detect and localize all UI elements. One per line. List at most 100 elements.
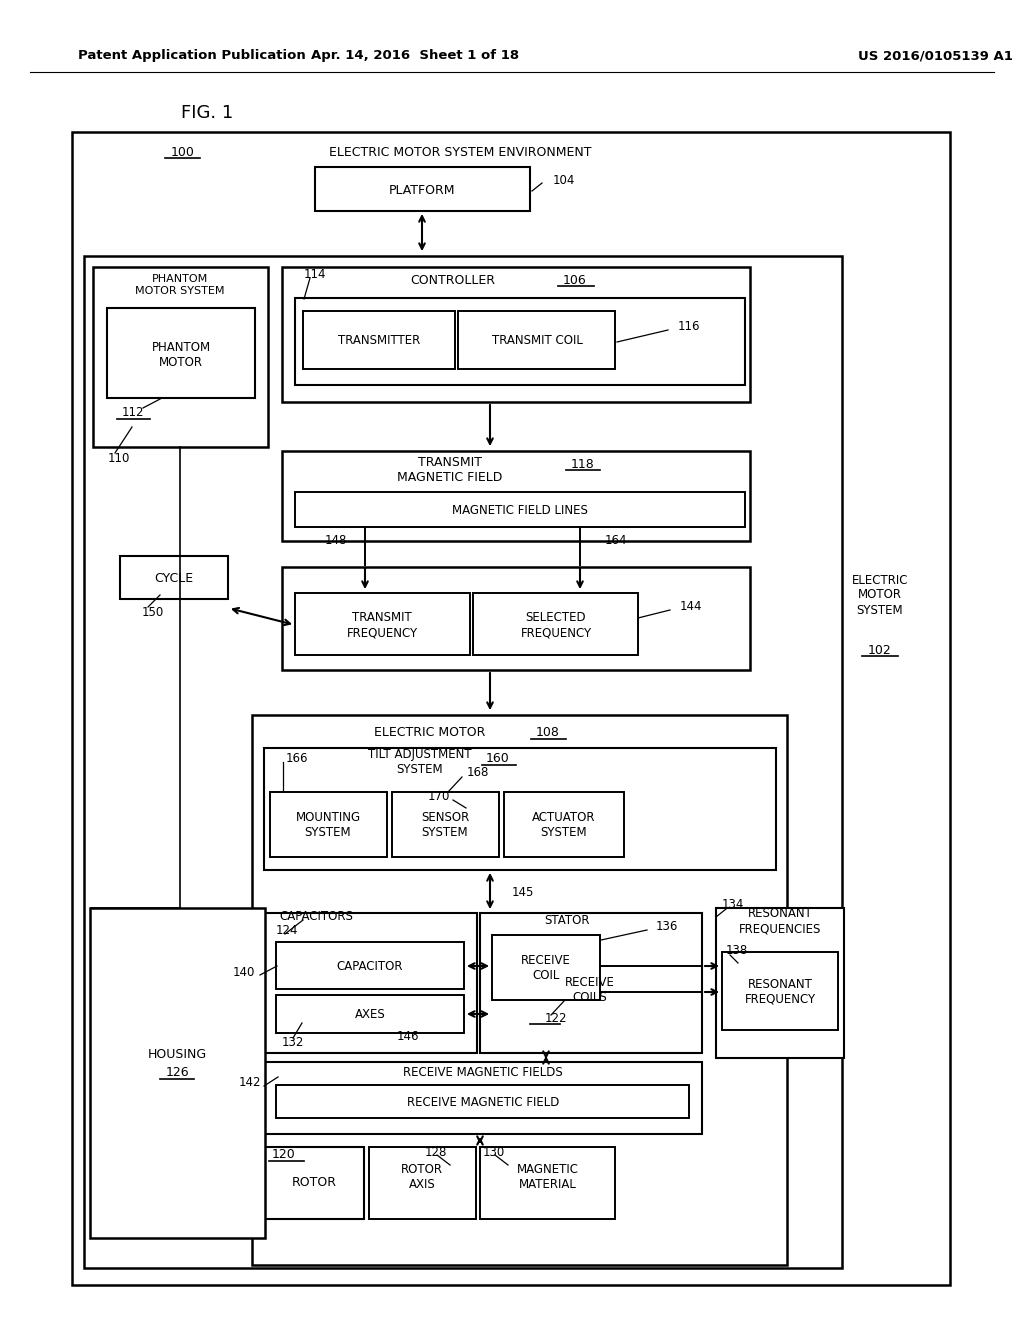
Text: 164: 164 bbox=[605, 533, 628, 546]
Bar bbox=[93, 267, 268, 447]
Text: 116: 116 bbox=[678, 321, 700, 334]
Bar bbox=[282, 451, 750, 541]
Bar bbox=[492, 935, 600, 1001]
Bar bbox=[120, 556, 228, 599]
Text: PHANTOM
MOTOR: PHANTOM MOTOR bbox=[152, 341, 211, 370]
Bar bbox=[282, 267, 750, 403]
Bar bbox=[303, 312, 455, 370]
Text: RECEIVE
COILS: RECEIVE COILS bbox=[565, 975, 615, 1005]
Bar bbox=[90, 908, 265, 1238]
Text: ELECTRIC
MOTOR
SYSTEM: ELECTRIC MOTOR SYSTEM bbox=[852, 573, 908, 616]
Text: 150: 150 bbox=[142, 606, 164, 619]
Text: STATOR: STATOR bbox=[544, 915, 590, 928]
Bar bbox=[295, 298, 745, 385]
Bar bbox=[252, 715, 787, 1265]
Text: 124: 124 bbox=[276, 924, 299, 936]
Text: ROTOR
AXIS: ROTOR AXIS bbox=[401, 1163, 443, 1191]
Text: SENSOR
SYSTEM: SENSOR SYSTEM bbox=[421, 810, 469, 840]
Text: MAGNETIC
MATERIAL: MAGNETIC MATERIAL bbox=[517, 1163, 579, 1191]
Text: 160: 160 bbox=[486, 752, 510, 766]
Text: RESONANT
FREQUENCIES: RESONANT FREQUENCIES bbox=[738, 907, 821, 935]
Text: 100: 100 bbox=[171, 145, 195, 158]
Text: MOUNTING
SYSTEM: MOUNTING SYSTEM bbox=[296, 810, 360, 840]
Text: 168: 168 bbox=[467, 767, 489, 780]
Text: 118: 118 bbox=[571, 458, 595, 470]
Bar bbox=[282, 568, 750, 671]
Text: TILT ADJUSTMENT
SYSTEM: TILT ADJUSTMENT SYSTEM bbox=[369, 748, 472, 776]
Bar bbox=[270, 792, 387, 857]
Text: Patent Application Publication: Patent Application Publication bbox=[78, 49, 306, 62]
Bar bbox=[369, 1147, 476, 1218]
Bar bbox=[473, 593, 638, 655]
Text: CONTROLLER: CONTROLLER bbox=[411, 273, 496, 286]
Text: CAPACITORS: CAPACITORS bbox=[280, 911, 353, 924]
Bar bbox=[276, 995, 464, 1034]
Bar bbox=[264, 748, 776, 870]
Bar bbox=[392, 792, 499, 857]
Text: 122: 122 bbox=[545, 1012, 567, 1026]
Text: 144: 144 bbox=[680, 601, 702, 614]
Text: ELECTRIC MOTOR: ELECTRIC MOTOR bbox=[375, 726, 485, 739]
Text: ELECTRIC MOTOR SYSTEM ENVIRONMENT: ELECTRIC MOTOR SYSTEM ENVIRONMENT bbox=[329, 145, 591, 158]
Text: RECEIVE
COIL: RECEIVE COIL bbox=[521, 954, 571, 982]
Bar bbox=[722, 952, 838, 1030]
Text: 128: 128 bbox=[425, 1146, 447, 1159]
Text: 148: 148 bbox=[325, 533, 347, 546]
Text: CAPACITOR: CAPACITOR bbox=[337, 960, 403, 973]
Text: TRANSMITTER: TRANSMITTER bbox=[338, 334, 420, 347]
Text: RECEIVE MAGNETIC FIELD: RECEIVE MAGNETIC FIELD bbox=[407, 1096, 559, 1109]
Text: SELECTED
FREQUENCY: SELECTED FREQUENCY bbox=[520, 611, 592, 639]
Bar bbox=[480, 1147, 615, 1218]
Text: 108: 108 bbox=[536, 726, 560, 739]
Text: 146: 146 bbox=[397, 1031, 420, 1044]
Text: ROTOR: ROTOR bbox=[292, 1176, 337, 1188]
Text: 145: 145 bbox=[512, 886, 535, 899]
Text: PLATFORM: PLATFORM bbox=[389, 185, 456, 198]
Text: HOUSING: HOUSING bbox=[147, 1048, 207, 1061]
Text: CYCLE: CYCLE bbox=[155, 572, 194, 585]
Bar bbox=[276, 942, 464, 989]
Bar bbox=[295, 593, 470, 655]
Text: Apr. 14, 2016  Sheet 1 of 18: Apr. 14, 2016 Sheet 1 of 18 bbox=[311, 49, 519, 62]
Text: ACTUATOR
SYSTEM: ACTUATOR SYSTEM bbox=[532, 810, 596, 840]
Text: RESONANT
FREQUENCY: RESONANT FREQUENCY bbox=[744, 978, 815, 1006]
Text: 102: 102 bbox=[868, 644, 892, 656]
Text: 106: 106 bbox=[563, 273, 587, 286]
Text: 114: 114 bbox=[304, 268, 327, 281]
Bar bbox=[458, 312, 615, 370]
Text: 140: 140 bbox=[232, 965, 255, 978]
Bar bbox=[315, 168, 530, 211]
Text: AXES: AXES bbox=[354, 1007, 385, 1020]
Bar bbox=[84, 256, 842, 1269]
Bar bbox=[264, 1063, 702, 1134]
Text: MAGNETIC FIELD LINES: MAGNETIC FIELD LINES bbox=[452, 504, 588, 517]
Text: 112: 112 bbox=[122, 407, 144, 420]
Text: TRANSMIT
MAGNETIC FIELD: TRANSMIT MAGNETIC FIELD bbox=[397, 455, 503, 484]
Text: PHANTOM
MOTOR SYSTEM: PHANTOM MOTOR SYSTEM bbox=[135, 275, 224, 296]
Text: 126: 126 bbox=[165, 1067, 188, 1080]
Text: 142: 142 bbox=[239, 1077, 261, 1089]
Text: US 2016/0105139 A1: US 2016/0105139 A1 bbox=[858, 49, 1013, 62]
Bar bbox=[504, 792, 624, 857]
Text: 110: 110 bbox=[108, 451, 130, 465]
Bar bbox=[480, 913, 702, 1053]
Bar bbox=[264, 913, 477, 1053]
Text: 170: 170 bbox=[428, 791, 450, 804]
Bar bbox=[106, 308, 255, 399]
Bar bbox=[72, 132, 950, 1284]
Text: 130: 130 bbox=[483, 1146, 505, 1159]
Bar bbox=[264, 1147, 364, 1218]
Bar bbox=[716, 908, 844, 1059]
Text: TRANSMIT COIL: TRANSMIT COIL bbox=[492, 334, 583, 347]
Text: 120: 120 bbox=[272, 1148, 296, 1162]
Text: RECEIVE MAGNETIC FIELDS: RECEIVE MAGNETIC FIELDS bbox=[403, 1065, 563, 1078]
Text: 134: 134 bbox=[722, 899, 744, 912]
Text: 132: 132 bbox=[282, 1035, 304, 1048]
Text: 136: 136 bbox=[656, 920, 678, 933]
Bar bbox=[276, 1085, 689, 1118]
Text: TRANSMIT
FREQUENCY: TRANSMIT FREQUENCY bbox=[346, 611, 418, 639]
Text: FIG. 1: FIG. 1 bbox=[181, 104, 233, 121]
Bar bbox=[295, 492, 745, 527]
Text: 104: 104 bbox=[553, 173, 575, 186]
Text: 166: 166 bbox=[286, 751, 308, 764]
